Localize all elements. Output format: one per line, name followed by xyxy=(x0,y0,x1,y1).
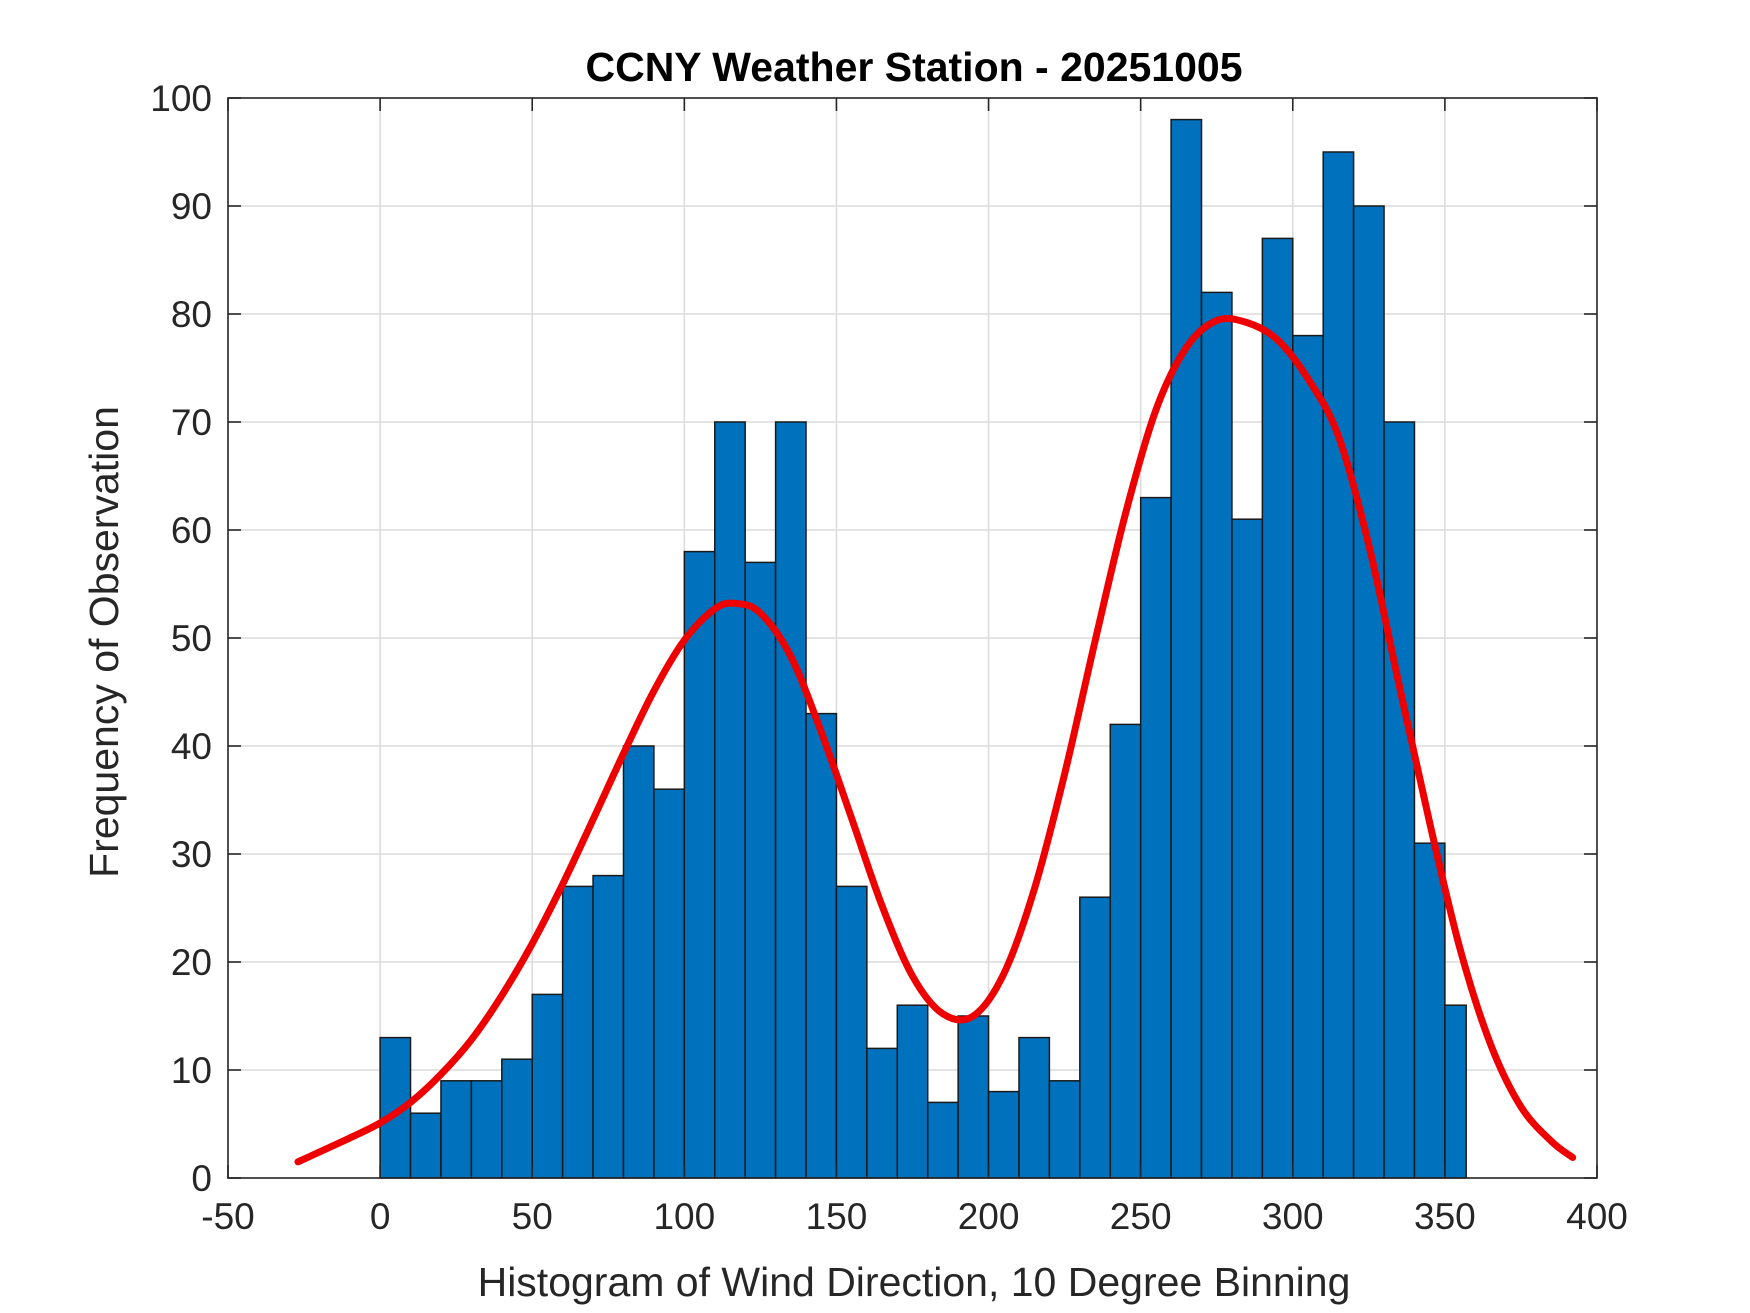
histogram-bar xyxy=(1018,1036,1051,1179)
histogram-bar xyxy=(531,993,564,1179)
histogram-bar xyxy=(1444,1004,1467,1179)
x-tick-label: 400 xyxy=(1566,1196,1628,1237)
histogram-bar xyxy=(714,421,746,1179)
chart-title: CCNY Weather Station - 20251005 xyxy=(585,44,1242,90)
histogram-bar xyxy=(1322,151,1355,1179)
y-tick-label: 0 xyxy=(191,1158,212,1199)
histogram-bar xyxy=(653,788,686,1179)
histogram-bar xyxy=(926,1101,959,1179)
y-tick-label: 20 xyxy=(171,942,212,983)
histogram-bar xyxy=(774,421,807,1179)
histogram-bar xyxy=(835,885,868,1179)
histogram-bar xyxy=(987,1090,1020,1179)
x-tick-label: 350 xyxy=(1414,1196,1476,1237)
y-tick-label: 10 xyxy=(171,1050,212,1091)
x-tick-label: 250 xyxy=(1110,1196,1172,1237)
histogram-bar xyxy=(622,745,655,1179)
histogram-bar xyxy=(440,1080,473,1179)
y-tick-label: 80 xyxy=(171,294,212,335)
x-tick-label: 300 xyxy=(1262,1196,1324,1237)
y-tick-label: 50 xyxy=(171,618,212,659)
y-tick-label: 60 xyxy=(171,510,212,551)
x-axis-label: Histogram of Wind Direction, 10 Degree B… xyxy=(478,1259,1351,1305)
histogram-bar xyxy=(501,1058,533,1179)
fit-curve-group xyxy=(294,314,1577,1166)
x-tick-labels: -50 0 50 100 150 200 250 300 350 400 xyxy=(201,1196,1628,1237)
histogram-bar xyxy=(1352,205,1385,1179)
histogram-bar xyxy=(1200,291,1233,1179)
histogram-bar xyxy=(1048,1080,1081,1179)
y-tick-labels: 0 10 20 30 40 50 60 70 80 90 100 xyxy=(150,78,212,1199)
histogram-bar xyxy=(561,885,594,1179)
histogram-bar xyxy=(1413,842,1446,1179)
y-axis-label: Frequency of Observation xyxy=(81,406,127,878)
histogram-bar xyxy=(409,1112,442,1179)
histogram-bar xyxy=(866,1047,899,1179)
histogram-bar xyxy=(1170,118,1203,1179)
y-tick-label: 90 xyxy=(171,186,212,227)
histogram-bar xyxy=(683,550,716,1179)
axis-ticks xyxy=(227,97,1598,1179)
x-tick-label: 150 xyxy=(806,1196,868,1237)
histogram-bar xyxy=(1261,237,1294,1179)
histogram-bar xyxy=(1139,496,1172,1179)
x-tick-label: 100 xyxy=(653,1196,715,1237)
histogram-bar xyxy=(1383,421,1416,1179)
histogram-bar xyxy=(957,1015,990,1179)
x-tick-label: 200 xyxy=(958,1196,1020,1237)
y-tick-label: 40 xyxy=(171,726,212,767)
histogram-bar xyxy=(1292,334,1324,1179)
histogram-bar xyxy=(1079,896,1111,1179)
y-tick-label: 30 xyxy=(171,834,212,875)
histogram-bar xyxy=(896,1004,929,1179)
histogram-bar xyxy=(592,874,625,1179)
histogram-bar xyxy=(1109,723,1142,1179)
y-tick-label: 70 xyxy=(171,402,212,443)
fit-curve xyxy=(294,314,1577,1166)
x-tick-label: 0 xyxy=(370,1196,391,1237)
y-tick-label: 100 xyxy=(150,78,212,119)
histogram-bar xyxy=(470,1080,503,1179)
histogram-bar xyxy=(805,712,838,1179)
x-tick-label: -50 xyxy=(201,1196,254,1237)
histogram-bar xyxy=(744,561,777,1179)
x-tick-label: 50 xyxy=(512,1196,553,1237)
histogram-bar xyxy=(1231,518,1264,1179)
histogram-bars xyxy=(379,118,1467,1179)
